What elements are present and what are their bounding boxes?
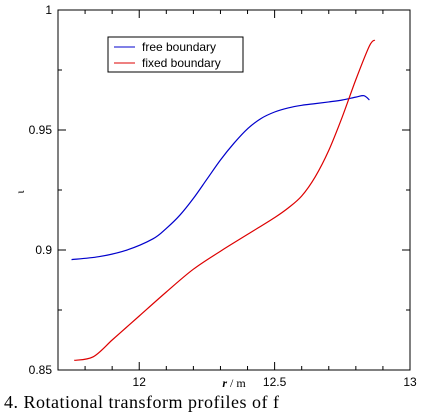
figure-caption: 4. Rotational transform profiles of f [4, 392, 279, 412]
x-axis-label: r / m [222, 376, 246, 390]
y-tick-label: 1 [45, 3, 52, 17]
x-axis-label-var: r [222, 376, 227, 390]
x-tick-label: 12.5 [263, 375, 287, 389]
series-line-fixed-boundary [74, 39, 376, 361]
series-line-free-boundary [71, 94, 370, 261]
legend-label-fixed-boundary: fixed boundary [142, 56, 221, 70]
legend-box [107, 36, 244, 73]
legend-label-free-boundary: free boundary [142, 40, 216, 54]
x-tick-label: 12 [133, 375, 147, 389]
series-layer [71, 39, 376, 361]
y-tick-label: 0.85 [29, 363, 53, 377]
x-axis-label-unit: / m [227, 376, 246, 390]
y-tick-label: 0.9 [35, 243, 52, 257]
axis-ticks: 12 12.5 13 0.85 0.9 0.95 1 [29, 3, 417, 389]
x-tick-label: 13 [403, 375, 417, 389]
y-axis-label: ι [13, 190, 27, 194]
legend: free boundary fixed boundary [107, 36, 244, 73]
y-tick-label: 0.95 [29, 123, 53, 137]
